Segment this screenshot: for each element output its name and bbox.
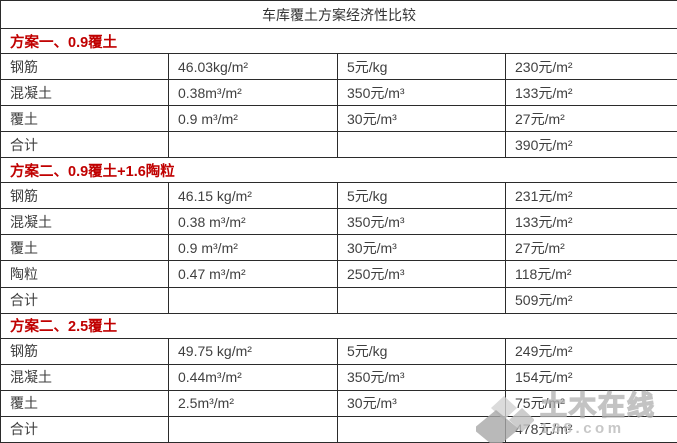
value-cell: 30元/m³ xyxy=(337,234,506,262)
value-cell: 27元/m² xyxy=(505,234,677,262)
value-cell: 75元/m² xyxy=(505,389,677,417)
value-cell: 2.5m³/m² xyxy=(168,389,338,417)
section-header-row: 方案一、0.9覆土 xyxy=(0,28,677,55)
table-row: 合计 509元/m² xyxy=(0,286,677,314)
table-row: 合计 478元/m² xyxy=(0,415,677,443)
value-cell: 118元/m² xyxy=(505,260,677,288)
value-cell: 46.03kg/m² xyxy=(168,53,338,81)
row-label-cell: 合计 xyxy=(0,286,169,314)
value-cell: 5元/kg xyxy=(337,337,506,365)
table-row: 覆土 0.9 m³/m² 30元/m³ 27元/m² xyxy=(0,105,677,133)
table-title: 车库覆土方案经济性比较 xyxy=(0,0,677,30)
row-label-cell: 陶粒 xyxy=(0,260,169,288)
table-row: 覆土 0.9 m³/m² 30元/m³ 27元/m² xyxy=(0,234,677,262)
table-row: 钢筋 46.15 kg/m² 5元/kg 231元/m² xyxy=(0,182,677,210)
value-cell xyxy=(337,131,506,159)
row-label-cell: 钢筋 xyxy=(0,337,169,365)
value-cell xyxy=(168,286,338,314)
value-cell: 250元/m³ xyxy=(337,260,506,288)
value-cell: 231元/m² xyxy=(505,182,677,210)
value-cell: 46.15 kg/m² xyxy=(168,182,338,210)
table-row: 混凝土 0.44m³/m² 350元/m³ 154元/m² xyxy=(0,363,677,391)
value-cell xyxy=(337,415,506,443)
table-row: 钢筋 46.03kg/m² 5元/kg 230元/m² xyxy=(0,53,677,81)
value-cell: 49.75 kg/m² xyxy=(168,337,338,365)
table-row: 混凝土 0.38 m³/m² 350元/m³ 133元/m² xyxy=(0,208,677,236)
value-cell: 30元/m³ xyxy=(337,105,506,133)
value-cell: 478元/m² xyxy=(505,415,677,443)
value-cell: 0.38 m³/m² xyxy=(168,208,338,236)
section-header: 方案一、0.9覆土 xyxy=(0,28,677,55)
value-cell xyxy=(337,286,506,314)
table-row: 混凝土 0.38m³/m² 350元/m³ 133元/m² xyxy=(0,79,677,107)
row-label-cell: 覆土 xyxy=(0,389,169,417)
value-cell: 390元/m² xyxy=(505,131,677,159)
table-row: 陶粒 0.47 m³/m² 250元/m³ 118元/m² xyxy=(0,260,677,288)
title-row: 车库覆土方案经济性比较 xyxy=(0,0,677,30)
section-header-row: 方案二、2.5覆土 xyxy=(0,312,677,339)
row-label-cell: 钢筋 xyxy=(0,53,169,81)
value-cell: 350元/m³ xyxy=(337,79,506,107)
value-cell: 27元/m² xyxy=(505,105,677,133)
value-cell: 30元/m³ xyxy=(337,389,506,417)
section-header: 方案二、2.5覆土 xyxy=(0,312,677,339)
value-cell: 154元/m² xyxy=(505,363,677,391)
value-cell: 509元/m² xyxy=(505,286,677,314)
value-cell: 249元/m² xyxy=(505,337,677,365)
table-row: 钢筋 49.75 kg/m² 5元/kg 249元/m² xyxy=(0,337,677,365)
value-cell: 0.47 m³/m² xyxy=(168,260,338,288)
row-label-cell: 合计 xyxy=(0,131,169,159)
row-label-cell: 钢筋 xyxy=(0,182,169,210)
value-cell: 0.38m³/m² xyxy=(168,79,338,107)
value-cell: 230元/m² xyxy=(505,53,677,81)
value-cell xyxy=(168,415,338,443)
row-label-cell: 覆土 xyxy=(0,105,169,133)
row-label-cell: 合计 xyxy=(0,415,169,443)
value-cell: 0.9 m³/m² xyxy=(168,105,338,133)
value-cell: 0.44m³/m² xyxy=(168,363,338,391)
value-cell: 0.9 m³/m² xyxy=(168,234,338,262)
value-cell: 5元/kg xyxy=(337,53,506,81)
row-label-cell: 覆土 xyxy=(0,234,169,262)
section-header-row: 方案二、0.9覆土+1.6陶粒 xyxy=(0,157,677,184)
value-cell: 5元/kg xyxy=(337,182,506,210)
row-label-cell: 混凝土 xyxy=(0,208,169,236)
section-header: 方案二、0.9覆土+1.6陶粒 xyxy=(0,157,677,184)
table-row: 合计 390元/m² xyxy=(0,131,677,159)
value-cell: 350元/m³ xyxy=(337,363,506,391)
row-label-cell: 混凝土 xyxy=(0,363,169,391)
value-cell xyxy=(168,131,338,159)
row-label-cell: 混凝土 xyxy=(0,79,169,107)
value-cell: 133元/m² xyxy=(505,208,677,236)
table-row: 覆土 2.5m³/m² 30元/m³ 75元/m² xyxy=(0,389,677,417)
value-cell: 133元/m² xyxy=(505,79,677,107)
value-cell: 350元/m³ xyxy=(337,208,506,236)
